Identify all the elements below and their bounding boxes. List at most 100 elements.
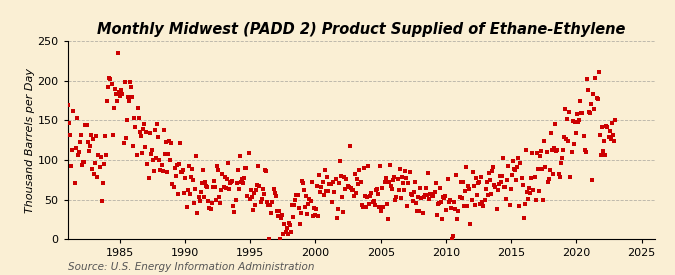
Point — [468, 184, 479, 188]
Point — [132, 105, 143, 110]
Point — [541, 149, 552, 154]
Point — [609, 139, 620, 143]
Point — [170, 174, 181, 178]
Point — [446, 206, 456, 210]
Point — [118, 141, 129, 146]
Point — [394, 167, 405, 171]
Point — [180, 175, 191, 180]
Point — [152, 122, 163, 127]
Point — [486, 191, 497, 196]
Point — [173, 162, 184, 166]
Point — [305, 199, 316, 203]
Point — [389, 175, 400, 179]
Point — [551, 149, 562, 153]
Point — [84, 143, 95, 148]
Point — [83, 148, 94, 153]
Point — [195, 189, 206, 194]
Point — [394, 188, 404, 192]
Point — [508, 159, 518, 163]
Point — [236, 180, 246, 185]
Point — [111, 99, 122, 103]
Point — [458, 180, 468, 184]
Point — [537, 167, 547, 171]
Point — [242, 193, 253, 198]
Point — [518, 216, 529, 221]
Point — [332, 207, 343, 211]
Point — [113, 51, 124, 56]
Point — [115, 94, 126, 99]
Point — [444, 198, 455, 202]
Point — [590, 76, 601, 80]
Point — [290, 197, 301, 202]
Point — [128, 144, 138, 148]
Point — [304, 197, 315, 201]
Point — [433, 202, 443, 206]
Text: Source: U.S. Energy Information Administration: Source: U.S. Energy Information Administ… — [68, 262, 314, 272]
Point — [562, 117, 572, 121]
Point — [331, 216, 342, 221]
Point — [506, 173, 517, 177]
Point — [421, 193, 432, 197]
Point — [358, 166, 369, 170]
Point — [99, 162, 109, 167]
Point — [306, 180, 317, 184]
Point — [463, 183, 474, 188]
Point — [292, 193, 303, 197]
Point — [380, 176, 391, 180]
Point — [589, 106, 600, 111]
Point — [69, 180, 80, 185]
Point — [472, 192, 483, 197]
Point — [207, 185, 218, 189]
Point — [225, 180, 236, 184]
Point — [157, 169, 168, 174]
Point — [124, 98, 134, 103]
Point — [453, 208, 464, 213]
Point — [447, 237, 458, 241]
Point — [489, 183, 500, 188]
Point — [385, 163, 396, 167]
Point — [480, 186, 491, 191]
Point — [271, 194, 281, 198]
Point — [65, 133, 76, 138]
Point — [529, 175, 540, 179]
Point — [588, 92, 599, 96]
Point — [323, 182, 334, 186]
Point — [335, 159, 346, 163]
Point — [515, 161, 526, 165]
Point — [248, 208, 259, 212]
Point — [575, 99, 586, 103]
Point — [387, 187, 398, 192]
Point — [203, 199, 214, 204]
Point — [340, 187, 351, 191]
Point — [528, 188, 539, 192]
Point — [494, 174, 505, 178]
Point — [313, 213, 323, 218]
Y-axis label: Thousand Barrels per Day: Thousand Barrels per Day — [24, 68, 34, 213]
Point — [273, 209, 284, 213]
Point — [284, 221, 294, 226]
Point — [167, 182, 178, 186]
Point — [367, 199, 378, 204]
Point — [179, 190, 190, 195]
Point — [171, 163, 182, 167]
Point — [321, 189, 331, 193]
Point — [229, 210, 240, 214]
Point — [452, 217, 463, 221]
Point — [355, 180, 366, 184]
Point — [151, 156, 161, 160]
Point — [169, 166, 180, 170]
Point — [499, 185, 510, 189]
Point — [437, 217, 448, 221]
Point — [154, 158, 165, 162]
Point — [545, 168, 556, 172]
Point — [554, 174, 565, 179]
Point — [579, 148, 590, 152]
Point — [567, 119, 578, 123]
Point — [450, 207, 460, 211]
Point — [413, 195, 424, 199]
Point — [307, 214, 318, 218]
Point — [129, 116, 140, 121]
Point — [605, 137, 616, 141]
Point — [433, 201, 444, 205]
Point — [161, 139, 171, 144]
